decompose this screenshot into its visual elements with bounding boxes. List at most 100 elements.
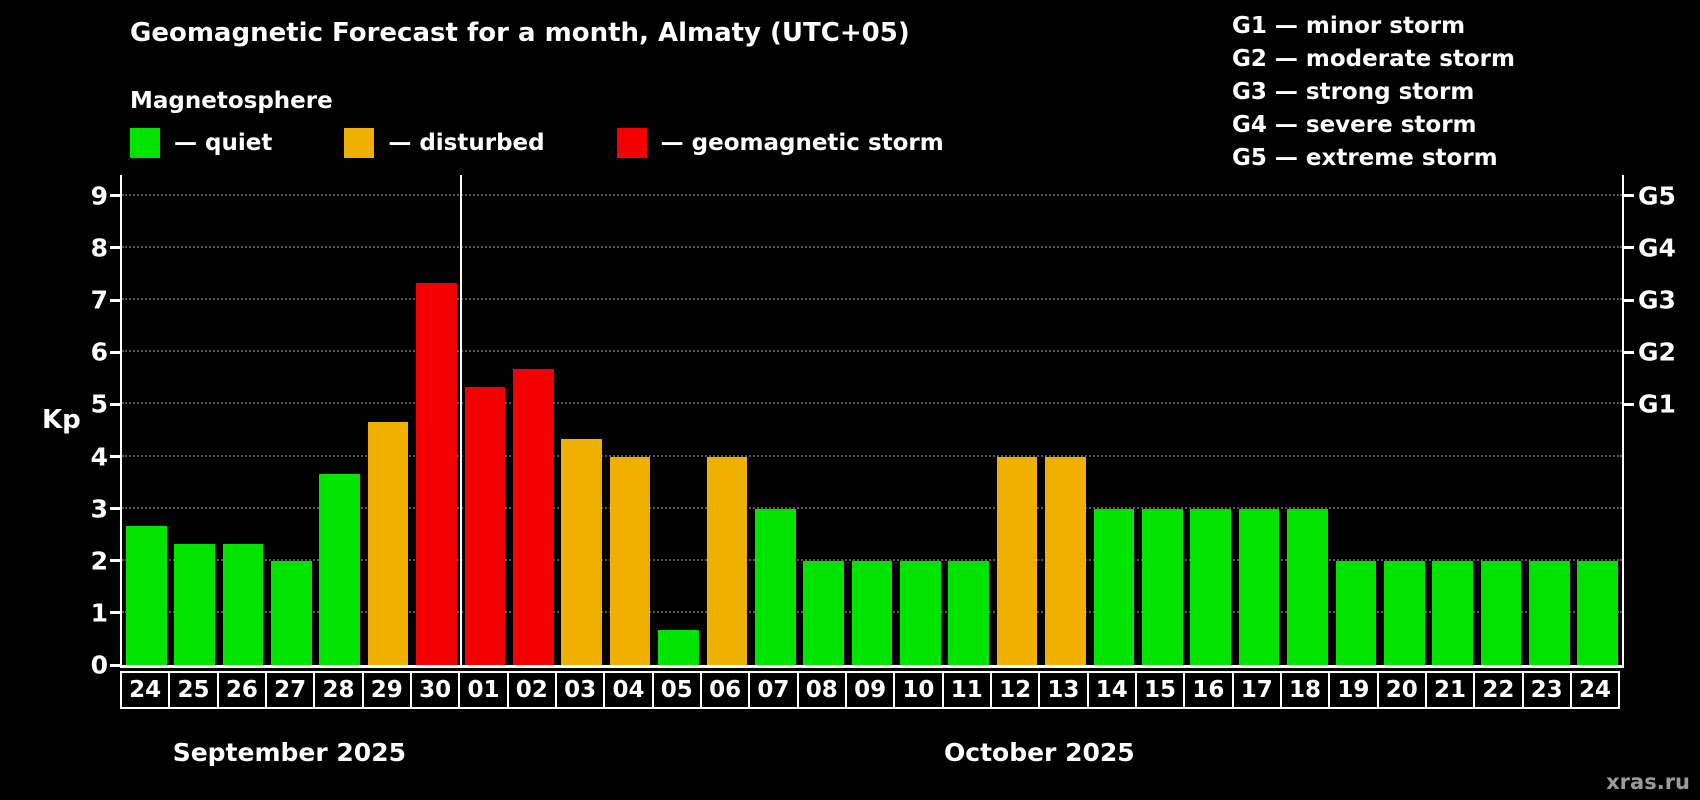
y-tick-label: 9 — [90, 181, 108, 211]
disturbed-swatch-icon — [344, 128, 375, 158]
day-label: 16 — [1183, 671, 1234, 709]
kp-bar-day-12 — [996, 456, 1038, 665]
y-tick-mark — [110, 455, 122, 458]
day-label: 27 — [264, 671, 316, 709]
kp-bar-day-22 — [1480, 560, 1522, 665]
legend-item-label: — geomagnetic storm — [660, 130, 944, 156]
storm-scale-item: G5 — extreme storm — [1232, 145, 1498, 171]
legend-item-label: — quiet — [174, 130, 273, 156]
g-tick-mark — [1622, 246, 1634, 250]
g-tick-label-G3: G3 — [1638, 285, 1676, 315]
y-tick-label: 0 — [90, 650, 108, 680]
day-label: 02 — [506, 671, 557, 709]
quiet-swatch-icon — [130, 128, 160, 158]
y-tick-label: 2 — [90, 546, 108, 576]
y-tick-label: 3 — [90, 494, 108, 524]
legend-item-quiet: — quiet — [130, 128, 272, 158]
y-tick-label: 1 — [90, 598, 108, 628]
storm-swatch-icon — [616, 128, 647, 158]
kp-bar-day-06 — [706, 456, 748, 665]
kp-bar-day-08 — [803, 560, 844, 665]
y-tick-mark — [110, 350, 122, 354]
day-label: 14 — [1086, 671, 1137, 709]
month-axis: September 2025 October 2025 — [120, 738, 1620, 772]
kp-bar-day-20 — [1383, 560, 1425, 665]
day-label: 20 — [1376, 671, 1427, 709]
gridline-kp-5 — [122, 402, 1622, 405]
kp-bar-day-28 — [319, 473, 361, 665]
kp-bar-day-17 — [1238, 508, 1280, 665]
legend-item-label: — disturbed — [388, 130, 545, 156]
gridline-kp-4 — [122, 454, 1622, 457]
gridline-kp-3 — [122, 506, 1622, 509]
y-tick-label: 6 — [90, 337, 108, 367]
kp-bar-day-26 — [222, 543, 264, 665]
day-label: 01 — [458, 671, 509, 709]
kp-bar-day-13 — [1045, 456, 1086, 665]
kp-bar-day-23 — [1529, 560, 1570, 665]
g-tick-mark — [1622, 350, 1634, 354]
g-tick-mark — [1622, 402, 1634, 406]
day-label: 06 — [699, 671, 751, 709]
kp-bar-day-18 — [1287, 508, 1328, 665]
g-tick-label-G1: G1 — [1638, 389, 1676, 419]
day-label: 23 — [1521, 671, 1572, 709]
y-tick-label: 5 — [90, 389, 108, 419]
day-label: 25 — [168, 671, 219, 709]
y-tick-mark — [110, 246, 122, 250]
day-label: 11 — [941, 671, 992, 709]
kp-bar-day-11 — [948, 560, 990, 665]
y-tick-mark — [110, 298, 122, 302]
legend-item-storm: — geomagnetic storm — [616, 128, 944, 158]
storm-scale-item: G1 — minor storm — [1232, 13, 1466, 39]
day-label: 10 — [893, 671, 944, 709]
y-tick-mark — [110, 663, 122, 667]
day-label: 21 — [1424, 671, 1476, 709]
day-label: 08 — [796, 671, 847, 709]
kp-bar-day-25 — [174, 543, 215, 665]
y-tick-mark — [110, 507, 122, 511]
g-tick-label-G4: G4 — [1638, 233, 1676, 263]
day-label: 24 — [120, 671, 171, 709]
plot-area: 0 1 2 3 4 5 6 7 8 9 G1 G2 G3 G4 G5 — [91, 175, 1676, 680]
g-tick-label-G2: G2 — [1638, 337, 1676, 367]
day-label: 15 — [1134, 671, 1186, 709]
day-label: 13 — [1038, 671, 1089, 709]
kp-bar-day-02 — [512, 369, 554, 665]
kp-bar-day-04 — [609, 456, 651, 665]
kp-bar-day-19 — [1335, 560, 1377, 665]
day-label: 12 — [989, 671, 1041, 709]
gridline-kp-9 — [122, 193, 1622, 196]
storm-scale-legend: G1 — minor storm G2 — moderate storm G3 — … — [1232, 10, 1515, 175]
y-tick-mark — [110, 611, 122, 615]
kp-bar-day-21 — [1432, 560, 1473, 665]
legend: — quiet — disturbed — geomagnetic storm — [130, 128, 1016, 158]
gridline-kp-7 — [122, 298, 1622, 301]
y-tick-mark — [110, 402, 122, 406]
kp-bar-day-30 — [416, 282, 457, 665]
storm-scale-item: G4 — severe storm — [1232, 112, 1477, 138]
day-label: 05 — [651, 671, 702, 709]
month-separator-line — [459, 175, 462, 665]
kp-bar-day-01 — [464, 387, 506, 665]
kp-bar-day-29 — [367, 421, 409, 665]
gridline-kp-6 — [122, 350, 1622, 353]
storm-scale-item: G3 — strong storm — [1232, 79, 1475, 105]
day-axis: 24 25 26 27 28 29 30 01 02 03 04 05 06 07 08 09 10 11 12 13… — [120, 671, 1621, 709]
day-label: 17 — [1231, 671, 1282, 709]
day-label: 24 — [1569, 671, 1621, 709]
kp-bar-day-24 — [1577, 560, 1619, 665]
month-label: September 2025 — [172, 738, 406, 767]
g-tick-mark — [1622, 298, 1634, 302]
kp-bar-day-27 — [271, 560, 312, 665]
gridline-kp-8 — [122, 245, 1622, 248]
day-label: 03 — [554, 671, 606, 709]
day-label: 18 — [1279, 671, 1331, 709]
gridline-kp-2 — [122, 558, 1622, 561]
day-label: 30 — [409, 671, 461, 709]
day-label: 29 — [361, 671, 412, 709]
kp-bar-day-09 — [851, 560, 893, 665]
kp-bar-day-14 — [1093, 508, 1135, 665]
day-label: 07 — [748, 671, 799, 709]
magnetosphere-heading: Magnetosphere — [130, 88, 333, 114]
